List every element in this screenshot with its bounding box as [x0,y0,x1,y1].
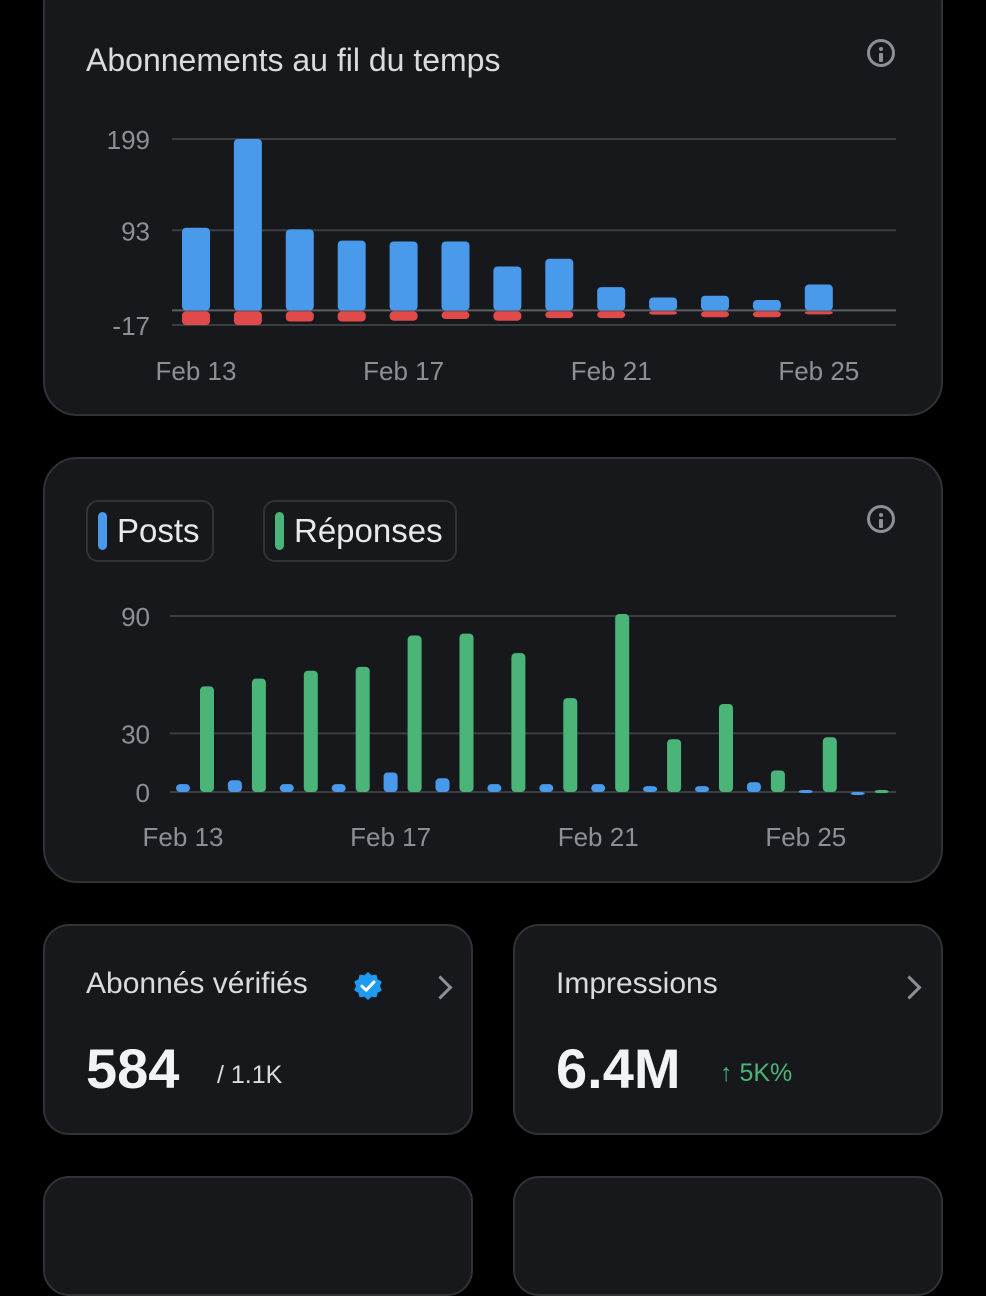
posts-bar [746,782,761,792]
loss-bar [441,311,470,319]
stat-card[interactable] [43,1176,473,1296]
loss-bar [545,311,574,319]
replies-bar [407,635,422,792]
gain-bar [649,297,678,311]
legend-posts-label: Posts [117,512,200,549]
replies-bar [303,670,318,792]
impressions-card[interactable] [513,924,943,1135]
posts-bar [591,784,606,792]
loss-bar [337,311,366,322]
gain-bar [337,240,366,311]
verified-followers-value: 584 [86,1037,180,1100]
loss-bar [701,311,729,318]
loss-bar [804,311,833,315]
gain-bar [182,227,210,311]
y-tick-label: 0 [136,778,150,808]
posts-color-swatch [98,512,107,550]
gain-bar [752,300,781,311]
loss-bar [493,311,522,321]
replies-bar [459,633,474,792]
replies-bar [200,686,214,792]
loss-bar [389,311,418,321]
x-tick-label: Feb 25 [778,356,859,386]
legend-replies-label: Réponses [294,512,443,549]
loss-bar [285,311,314,322]
impressions-value: 6.4M [556,1037,681,1100]
gain-bar [597,287,626,311]
stat-card[interactable] [513,1176,943,1296]
gain-bar [441,241,470,311]
loss-bar [752,311,781,318]
x-tick-label: Feb 25 [765,822,846,852]
legend-replies-chip[interactable]: Réponses [263,500,457,562]
gain-bar [233,139,262,311]
legend-posts-chip[interactable]: Posts [86,500,214,562]
gain-bar [389,241,418,311]
posts-bar [435,778,450,792]
posts-bar [176,784,190,792]
x-tick-label: Feb 13 [143,822,224,852]
posts-bar [643,786,658,792]
followers-over-time-card [43,0,943,416]
replies-bar [563,698,578,792]
x-tick-label: Feb 17 [363,356,444,386]
gain-bar [545,258,574,311]
y-tick-label: -17 [112,311,150,341]
y-tick-label: 90 [121,602,150,632]
y-tick-label: 199 [107,125,150,155]
loss-bar [649,311,678,315]
impressions-change: ↑ 5K% [720,1059,793,1087]
loss-bar [597,311,626,319]
replies-bar [719,704,733,792]
replies-bar [667,739,682,792]
replies-bar [874,790,889,794]
verified-badge-icon [354,972,382,1000]
posts-bar [850,792,865,795]
x-tick-label: Feb 21 [558,822,639,852]
posts-bar [331,784,346,792]
replies-bar [355,666,370,792]
posts-bar [539,784,554,792]
replies-bar [615,614,630,792]
posts-bar [798,790,813,794]
replies-bar [251,678,266,792]
replies-bar [822,737,837,792]
followers-chart-title: Abonnements au fil du temps [86,42,501,78]
verified-followers-card[interactable] [43,924,473,1135]
activity-bar-chart: 90 30 0 Feb 13 Feb 17 Feb 21 Feb 25 [121,602,896,852]
x-tick-label: Feb 13 [156,356,237,386]
loss-bar [233,311,262,325]
y-tick-label: 30 [121,719,150,749]
replies-color-swatch [275,512,284,550]
posts-bar [487,784,502,792]
verified-followers-total: / 1.1K [217,1061,283,1089]
loss-bar [182,311,210,325]
posts-bar [695,786,709,792]
replies-bar [770,770,785,792]
gain-bar [804,284,833,311]
gain-bar [701,295,729,311]
replies-bar [511,653,526,792]
posts-bar [383,772,398,792]
posts-bar [227,780,242,792]
impressions-label: Impressions [556,967,718,1000]
gain-bar [493,266,522,311]
posts-bar [279,784,294,792]
y-tick-label: 93 [121,216,150,246]
info-icon[interactable] [867,39,895,67]
verified-followers-label: Abonnés vérifiés [86,967,308,1000]
x-tick-label: Feb 17 [350,822,431,852]
x-tick-label: Feb 21 [571,356,652,386]
gain-bar [285,229,314,311]
info-icon[interactable] [867,505,895,533]
activity-card [43,457,943,883]
